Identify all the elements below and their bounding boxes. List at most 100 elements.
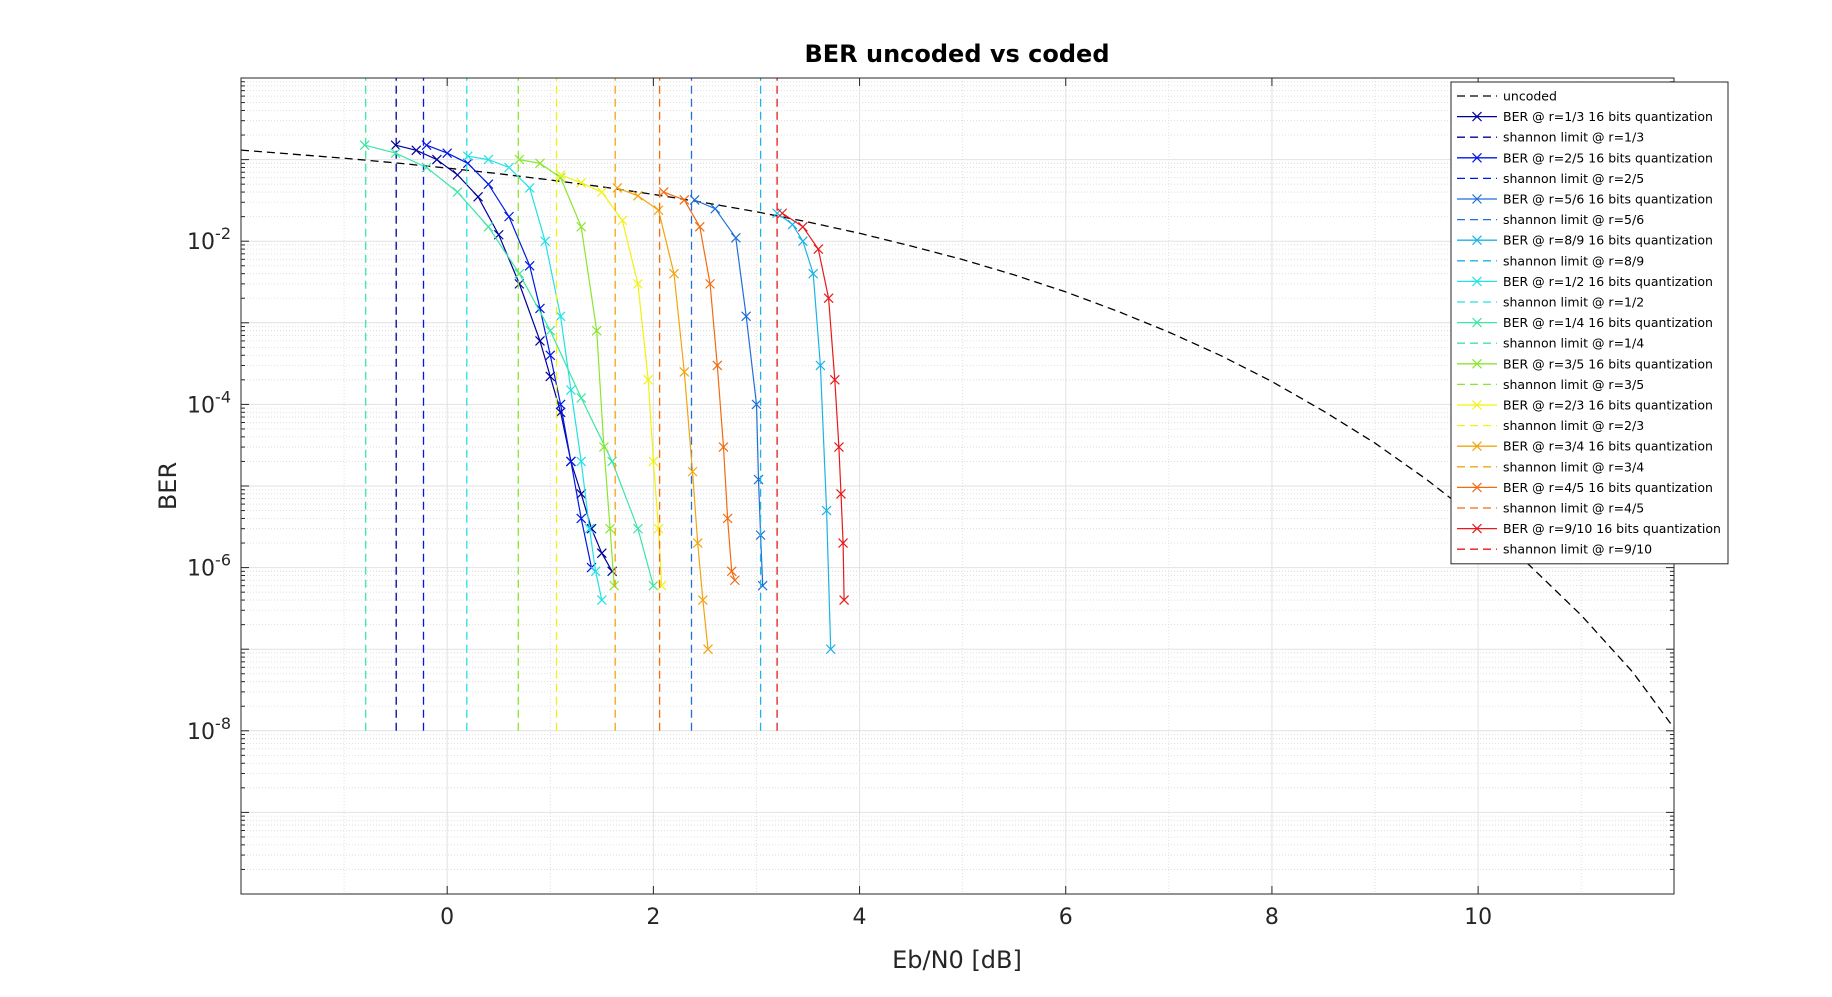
y-tick-label: 10-6	[187, 551, 231, 582]
x-tick-label: 10	[1464, 905, 1492, 930]
x-tick-label: 8	[1265, 905, 1279, 930]
data-point	[797, 236, 808, 247]
data-point	[643, 374, 654, 385]
data-point	[757, 580, 768, 591]
legend-entry: BER @ r=2/5 16 bits quantization	[1457, 150, 1713, 165]
data-point	[565, 385, 576, 395]
data-point	[576, 393, 587, 403]
data-point	[612, 182, 623, 193]
data-point	[442, 148, 453, 159]
legend-entry: BER @ r=5/6 16 bits quantization	[1457, 192, 1713, 207]
series-ber-r-3-4-16-bits-quantization	[612, 182, 713, 655]
series-ber-r-3-5-16-bits-quantization	[514, 154, 620, 591]
data-point	[632, 523, 643, 534]
data-point	[669, 268, 679, 279]
data-point	[555, 169, 566, 180]
data-point	[834, 442, 844, 452]
series-ber-r-2-3-16-bits-quantization	[555, 169, 667, 591]
legend-entry: shannon limit @ r=1/4	[1457, 336, 1644, 351]
data-point	[483, 221, 494, 232]
data-point	[751, 399, 762, 410]
data-point	[576, 456, 587, 467]
legend-label: shannon limit @ r=1/3	[1503, 130, 1644, 145]
legend-entry: BER @ r=4/5 16 bits quantization	[1457, 480, 1713, 495]
data-point	[617, 215, 628, 226]
data-point	[524, 182, 535, 193]
legend-marker	[1472, 400, 1482, 410]
legend-entry: BER @ r=2/3 16 bits quantization	[1457, 398, 1713, 413]
data-point	[598, 442, 609, 452]
data-point	[653, 523, 664, 534]
y-tick-label: 10-2	[187, 224, 231, 255]
legend-label: shannon limit @ r=4/5	[1503, 501, 1644, 516]
x-tick-label: 0	[440, 905, 454, 930]
data-point	[524, 260, 535, 271]
data-point	[555, 172, 566, 183]
data-point	[648, 456, 659, 467]
data-point	[504, 162, 514, 173]
data-point	[679, 195, 690, 205]
series-ber-r-1-2-16-bits-quantization	[462, 151, 607, 605]
series-ber-r-9-10-16-bits-quantization	[777, 208, 850, 605]
x-axis-label: Eb/N0 [dB]	[892, 946, 1022, 974]
data-point	[576, 488, 587, 499]
data-point	[815, 360, 826, 371]
legend-marker	[1472, 482, 1482, 493]
data-point	[514, 268, 525, 279]
legend-label: BER @ r=2/5 16 bits quantization	[1503, 150, 1713, 165]
data-point	[555, 311, 566, 322]
legend-label: BER @ r=4/5 16 bits quantization	[1503, 480, 1713, 495]
legend-label: BER @ r=1/2 16 bits quantization	[1503, 274, 1713, 289]
data-point	[823, 293, 834, 304]
data-point	[586, 523, 597, 534]
legend-entry: BER @ r=9/10 16 bits quantization	[1457, 521, 1721, 536]
data-point	[726, 566, 737, 577]
x-tick-label: 2	[646, 905, 660, 930]
legend-entry: shannon limit @ r=9/10	[1457, 542, 1652, 557]
x-tick-label: 4	[853, 905, 867, 930]
data-point	[729, 575, 740, 586]
legend-entry: BER @ r=1/4 16 bits quantization	[1457, 315, 1713, 330]
series-ber-r-2-5-16-bits-quantization	[421, 140, 597, 573]
data-point	[829, 374, 840, 385]
legend-label: BER @ r=5/6 16 bits quantization	[1503, 192, 1713, 207]
data-point	[596, 187, 607, 197]
data-point	[656, 580, 667, 591]
data-point	[694, 221, 705, 232]
legend-label: shannon limit @ r=1/2	[1503, 295, 1644, 310]
data-point	[679, 367, 690, 377]
legend-entry: shannon limit @ r=3/5	[1457, 377, 1644, 392]
data-point	[462, 151, 473, 162]
data-point	[576, 177, 587, 188]
legend-entry: BER @ r=1/2 16 bits quantization	[1457, 274, 1713, 289]
data-point	[730, 232, 741, 243]
legend-entry: shannon limit @ r=5/6	[1457, 212, 1644, 227]
data-point	[576, 513, 587, 524]
legend-entry: BER @ r=8/9 16 bits quantization	[1457, 233, 1713, 248]
legend-label: BER @ r=1/4 16 bits quantization	[1503, 315, 1713, 330]
data-point	[473, 191, 484, 202]
data-point	[687, 466, 698, 477]
data-point	[712, 360, 723, 371]
data-point	[514, 278, 525, 289]
series-ber-r-1-4-16-bits-quantization	[359, 140, 659, 591]
data-point	[653, 205, 664, 216]
legend-marker	[1472, 441, 1482, 452]
data-point	[514, 154, 525, 165]
data-point	[431, 154, 442, 165]
legend-label: shannon limit @ r=1/4	[1503, 336, 1644, 351]
data-point	[596, 548, 607, 559]
legend-label: shannon limit @ r=2/5	[1503, 171, 1644, 186]
data-point	[692, 538, 703, 548]
legend: uncoded BER @ r=1/3 16 bits quantization s…	[1450, 81, 1729, 565]
data-point	[821, 505, 832, 516]
data-point	[590, 566, 601, 577]
data-point	[777, 208, 788, 219]
legend-entry: shannon limit @ r=1/3	[1457, 130, 1644, 145]
data-point	[540, 236, 551, 247]
data-point	[722, 513, 733, 524]
data-point	[838, 538, 848, 548]
legend-entry: uncoded	[1457, 89, 1557, 104]
legend-entry: BER @ r=3/4 16 bits quantization	[1457, 439, 1713, 454]
